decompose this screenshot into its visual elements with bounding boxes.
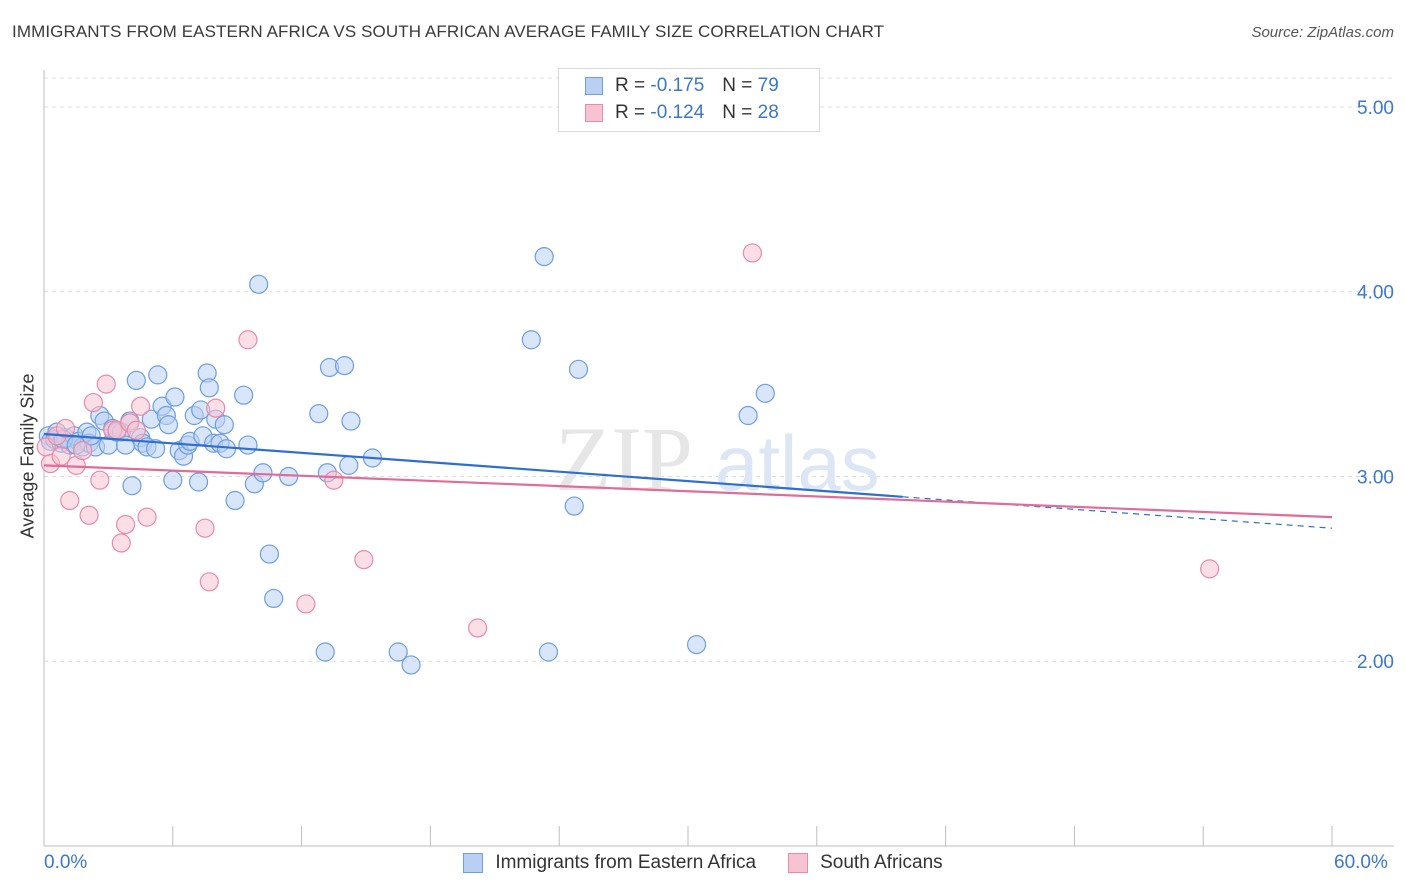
data-point (238, 435, 258, 455)
data-point (538, 642, 559, 662)
data-point (146, 439, 166, 459)
data-point (309, 404, 329, 424)
data-point (55, 418, 76, 439)
data-point (214, 415, 234, 435)
data-point (111, 533, 131, 553)
data-point (126, 370, 146, 390)
legend-r-value: -0.175 (650, 75, 705, 96)
data-point (60, 490, 80, 511)
legend-r-value: -0.124 (650, 102, 705, 123)
data-point (468, 618, 488, 638)
legend-swatch-blue (585, 77, 603, 95)
data-point (206, 398, 226, 418)
data-point (568, 359, 589, 379)
legend-n-label: N = (722, 75, 753, 96)
data-point (249, 274, 269, 294)
data-point (163, 470, 183, 490)
legend-r-label: R = (615, 75, 646, 96)
legend-item-eastern-africa: Immigrants from Eastern Africa (463, 852, 756, 874)
data-point (534, 247, 554, 267)
data-point (238, 330, 258, 350)
data-point (1200, 559, 1220, 579)
data-point (264, 588, 284, 609)
data-point (401, 655, 421, 675)
trend-line-south-africans (43, 464, 1333, 519)
data-point (115, 514, 136, 535)
data-point (225, 490, 245, 511)
data-point (131, 396, 151, 416)
x-tick-label-min: 0.0% (44, 852, 88, 873)
legend-n-label: N = (722, 102, 753, 123)
legend-row-eastern-africa: R = -0.175 N = 79 (585, 74, 779, 98)
y-axis-label: Average Family Size (17, 373, 38, 539)
chart-title: IMMIGRANTS FROM EASTERN AFRICA VS SOUTH … (12, 22, 885, 41)
data-point (83, 392, 103, 413)
x-tick-label-max: 60.0% (1334, 852, 1388, 873)
legend-item-south-africans: South Africans (788, 852, 943, 874)
y-tick-label: 5.00 (1357, 98, 1394, 119)
grid-lines (44, 77, 1394, 662)
data-point (296, 594, 316, 614)
data-point (158, 415, 179, 435)
legend-n-value: 79 (757, 75, 779, 96)
legend-swatch-pink (788, 853, 809, 873)
data-point (354, 550, 374, 570)
data-point (564, 496, 584, 516)
legend-r-label: R = (615, 102, 646, 123)
series-south-africans-points (36, 243, 1220, 638)
data-point (96, 374, 116, 394)
data-point (199, 378, 219, 398)
data-point (79, 505, 99, 525)
watermark: ZIP atlas (555, 408, 880, 510)
data-point (686, 635, 707, 655)
data-point (90, 470, 110, 490)
data-point (148, 365, 168, 385)
data-point (388, 642, 408, 662)
data-point (126, 420, 146, 440)
y-tick-label: 3.00 (1357, 467, 1394, 488)
data-point (234, 385, 254, 405)
correlation-legend: R = -0.175 N = 79 R = -0.124 N = 28 (558, 68, 820, 132)
trend-lines (43, 432, 1333, 529)
data-point (341, 411, 361, 431)
y-tick-label: 2.00 (1357, 652, 1394, 673)
data-point (195, 518, 215, 538)
data-point (73, 441, 93, 461)
data-point (259, 544, 279, 564)
data-point (199, 572, 219, 592)
data-point (755, 383, 775, 403)
data-point (521, 330, 541, 350)
chart-source: Source: ZipAtlas.com (1251, 24, 1394, 41)
data-point (334, 356, 355, 376)
legend-swatch-blue (463, 853, 484, 873)
data-point (253, 463, 273, 483)
data-point (738, 405, 758, 426)
y-tick-label: 4.00 (1357, 283, 1394, 304)
legend-swatch-pink (585, 104, 603, 122)
legend-label: South Africans (820, 852, 943, 873)
data-point (324, 470, 344, 490)
data-point (742, 243, 763, 263)
watermark-zip: ZIP (555, 408, 693, 510)
data-point (339, 455, 359, 475)
legend-n-value: 28 (757, 102, 779, 123)
data-point (165, 387, 185, 407)
data-point (315, 642, 335, 662)
trend-line-eastern-africa (43, 432, 903, 498)
data-point (137, 507, 157, 527)
series-legend: Immigrants from Eastern Africa South Afr… (0, 852, 1406, 874)
data-point (122, 476, 142, 496)
data-point (188, 472, 209, 492)
legend-label: Immigrants from Eastern Africa (495, 852, 757, 873)
legend-row-south-africans: R = -0.124 N = 28 (585, 101, 779, 125)
axes (43, 70, 1394, 847)
y-tick-labels: 2.00 3.00 4.00 5.00 (1357, 98, 1394, 673)
